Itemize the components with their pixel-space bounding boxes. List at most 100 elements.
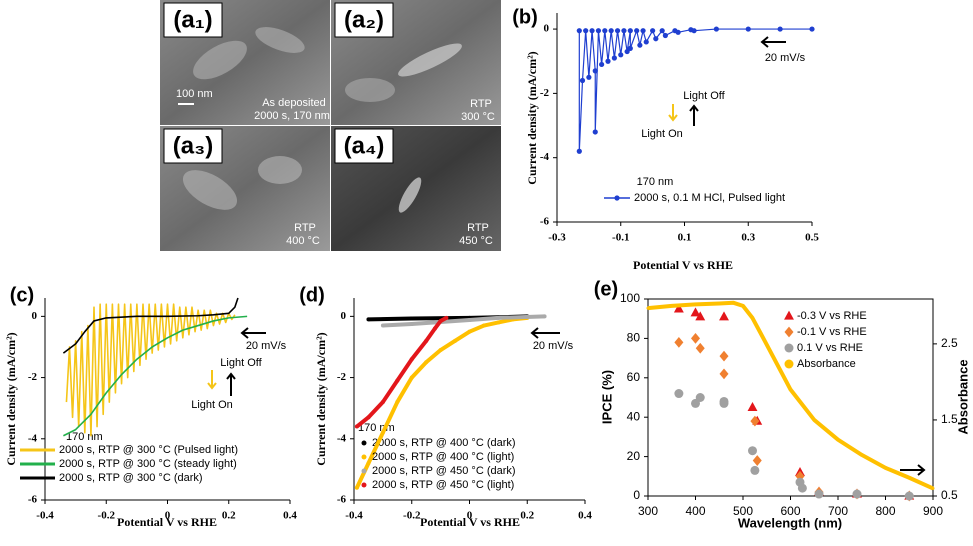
x-axis-label: Potential V vs RHE xyxy=(633,258,733,272)
x-tick-label: -0.4 xyxy=(345,510,363,522)
legend-label: 2000 s, RTP @ 400 °C (dark) xyxy=(372,437,516,449)
x-tick-label: 300 xyxy=(638,504,658,518)
marker xyxy=(741,304,745,308)
marker xyxy=(366,415,371,420)
x-tick-label: 700 xyxy=(828,504,848,518)
marker xyxy=(366,317,371,322)
marker xyxy=(432,326,437,331)
marker xyxy=(695,342,705,354)
marker xyxy=(931,486,935,490)
marker xyxy=(814,489,824,499)
y-tick-label: -4 xyxy=(28,432,38,444)
x-tick-label: 400 xyxy=(685,504,705,518)
marker xyxy=(592,68,598,74)
image-caption: 300 °C xyxy=(461,111,495,123)
panel-label-box xyxy=(163,2,223,38)
series-line xyxy=(355,316,448,429)
y2-tick-label: 2.5 xyxy=(941,336,958,350)
marker xyxy=(409,375,414,380)
marker xyxy=(409,316,414,321)
y-tick-label: 0 xyxy=(633,488,640,502)
marker xyxy=(354,424,359,429)
series-line xyxy=(62,297,239,354)
marker xyxy=(467,329,472,334)
legend-label: 2000 s, RTP @ 300 °C (Pulsed light) xyxy=(59,444,238,456)
y-axis-label: Current density (mA/cm²) xyxy=(314,332,328,465)
marker xyxy=(409,322,414,327)
marker xyxy=(605,58,611,64)
marker xyxy=(579,77,586,84)
legend-label: 2000 s, RTP @ 400 °C (light) xyxy=(372,451,514,463)
legend-marker xyxy=(361,468,367,474)
panel-label: (a₄) xyxy=(344,132,385,159)
marker xyxy=(354,485,359,490)
x-tick-label: 600 xyxy=(780,504,800,518)
y-axis-label: Current density (mA/cm²) xyxy=(4,332,18,465)
panel-label-box xyxy=(163,128,223,164)
legend-marker xyxy=(784,310,794,320)
marker xyxy=(611,55,617,61)
marker xyxy=(608,28,614,34)
annotation: 20 mV/s xyxy=(246,340,287,352)
legend-label: -0.3 V vs RHE xyxy=(797,310,867,322)
x-tick-label: 0 xyxy=(467,510,473,522)
x-tick-label: -0.1 xyxy=(612,232,629,244)
marker xyxy=(674,389,684,399)
annotation: 170 nm xyxy=(637,176,674,188)
legend-marker xyxy=(784,326,794,338)
y-tick-label: 100 xyxy=(620,291,640,305)
marker xyxy=(496,315,501,320)
marker xyxy=(618,52,624,58)
x-tick-label: 800 xyxy=(875,504,895,518)
panel-label: (a₃) xyxy=(173,132,213,159)
marker xyxy=(732,301,735,305)
marker xyxy=(380,400,385,405)
legend-label: 2000 s, RTP @ 450 °C (light) xyxy=(372,479,514,491)
marker xyxy=(751,316,754,320)
marker xyxy=(695,311,706,321)
annotation: 20 mV/s xyxy=(765,52,806,64)
image-caption: 100 nm xyxy=(176,88,213,100)
image-caption: 2000 s, 170 nm xyxy=(254,110,330,122)
marker xyxy=(904,491,914,501)
x-tick-label: 0 xyxy=(165,510,171,522)
y-tick-label: 0 xyxy=(544,23,550,35)
marker xyxy=(653,36,659,42)
marker xyxy=(650,28,656,34)
marker xyxy=(713,26,719,32)
y-axis-label: IPCE (%) xyxy=(599,370,614,424)
marker xyxy=(438,318,443,323)
x-tick-label: 0.2 xyxy=(520,510,534,522)
marker xyxy=(586,74,592,80)
annotation: 20 mV/s xyxy=(533,340,574,352)
marker xyxy=(884,466,887,470)
y-tick-label: 20 xyxy=(627,449,641,463)
marker xyxy=(634,28,640,34)
legend-label: 0.1 V vs RHE xyxy=(797,342,863,354)
y-tick-label: 0 xyxy=(32,310,38,322)
marker xyxy=(673,303,684,313)
image-caption: RTP xyxy=(467,222,489,234)
y-tick-label: -2 xyxy=(337,371,347,383)
marker xyxy=(694,302,697,306)
marker xyxy=(747,401,758,411)
marker xyxy=(789,388,792,392)
marker xyxy=(627,45,633,51)
marker xyxy=(797,483,807,493)
marker xyxy=(589,28,595,34)
x-tick-label: -0.3 xyxy=(548,232,566,244)
legend-label: -0.1 V vs RHE xyxy=(797,326,867,338)
y-axis-label: Current density (mA/cm²) xyxy=(525,51,539,184)
x-tick-label: 0.1 xyxy=(678,232,692,244)
y-tick-label: -6 xyxy=(540,216,550,228)
x-tick-label: 900 xyxy=(923,504,943,518)
x-axis-label: Potential V vs RHE xyxy=(420,515,520,529)
marker xyxy=(719,398,729,408)
marker xyxy=(765,343,769,347)
annotation: Light Off xyxy=(683,90,725,102)
marker xyxy=(719,350,729,362)
legend-label: 2000 s, RTP @ 450 °C (dark) xyxy=(372,465,516,477)
x-tick-label: 0.4 xyxy=(283,510,297,522)
legend-label: 2000 s, RTP @ 300 °C (dark) xyxy=(59,472,203,484)
